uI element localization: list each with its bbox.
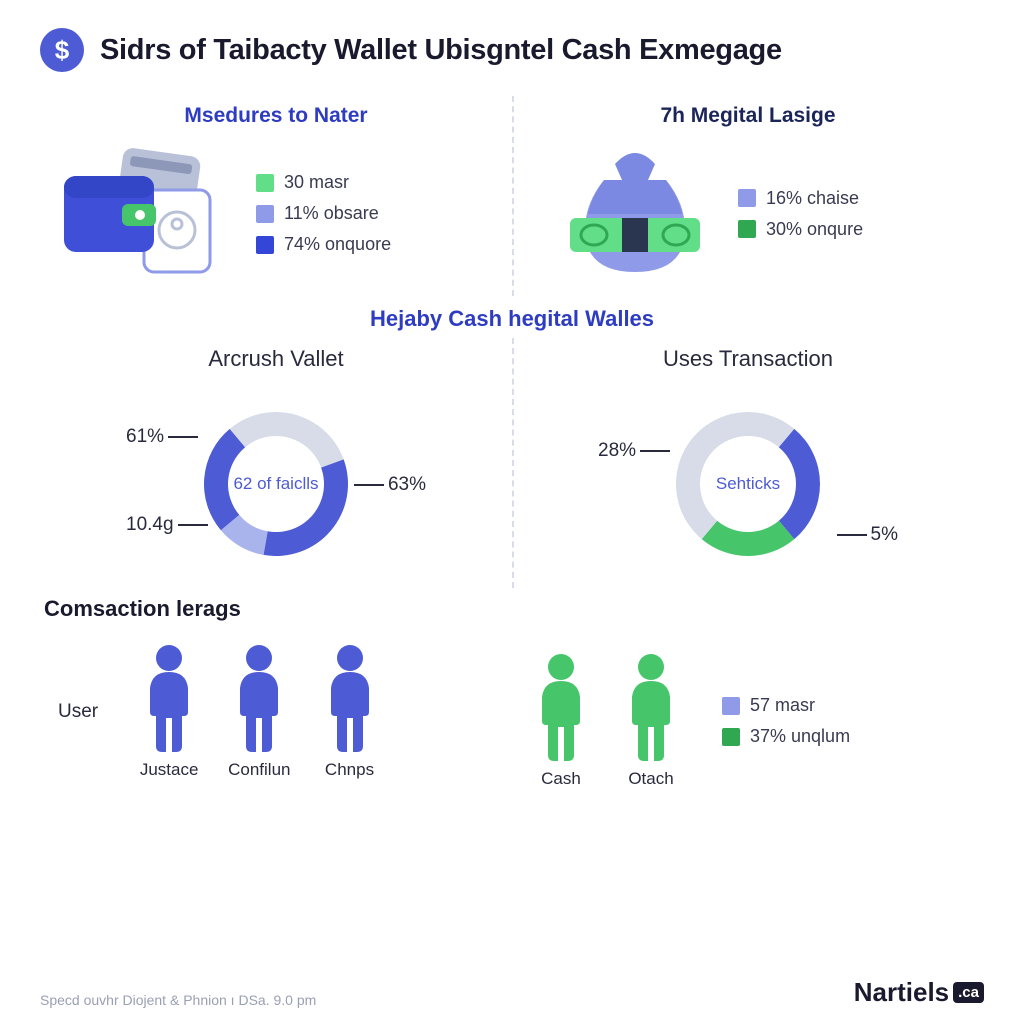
legend-label: 11% obsare — [284, 203, 379, 224]
person-figure: Confilun — [228, 644, 290, 780]
donut-right-chart: Sehticks 28% 5% — [598, 384, 898, 584]
legend-item: 30 masr — [256, 172, 391, 193]
person-label: Otach — [628, 769, 673, 789]
person-figure: Cash — [530, 653, 592, 789]
legend-label: 16% chaise — [766, 188, 859, 209]
user-label: User — [58, 701, 98, 723]
chart-callout: 28% — [598, 440, 670, 462]
chart-callout: 10.4g — [126, 514, 208, 536]
top-left-legend: 30 masr 11% obsare 74% onquore — [256, 172, 391, 255]
legend-label: 74% onquore — [284, 234, 391, 255]
donut-left-title: Arcrush Vallet — [208, 346, 343, 372]
vertical-divider-2 — [512, 338, 514, 588]
money-bag-icon — [560, 146, 710, 281]
legend-item: 16% chaise — [738, 188, 863, 209]
bottom-right-panel: Cash Otach 57 masr 37% unqlum — [512, 636, 984, 816]
donut-segment — [276, 412, 344, 468]
legend-item: 11% obsare — [256, 203, 391, 224]
chart-callout: 5% — [837, 524, 898, 546]
bottom-section: Comsaction lerags User JustaceConfilunCh… — [40, 596, 984, 816]
brand-logo: Nartiels.ca — [854, 977, 984, 1008]
dollar-icon: $ — [40, 28, 84, 72]
donut-right-title: Uses Transaction — [663, 346, 833, 372]
legend-swatch — [256, 236, 274, 254]
person-icon — [620, 653, 682, 763]
legend-item: 57 masr — [722, 695, 850, 716]
legend-item: 37% unqlum — [722, 726, 850, 747]
person-figure: Justace — [138, 644, 200, 780]
top-right-panel: 7h Megital Lasige 16% chaise 30% onqure — [512, 96, 984, 299]
person-figure: Chnps — [319, 644, 381, 780]
legend-swatch — [256, 174, 274, 192]
person-icon — [530, 653, 592, 763]
chart-callout: 63% — [354, 474, 426, 496]
donut-right-panel: Uses Transaction Sehticks 28% 5% — [512, 338, 984, 602]
top-left-panel: Msedures to Nater 30 masr — [40, 96, 512, 299]
legend-label: 57 masr — [750, 695, 815, 716]
top-right-legend: 16% chaise 30% onqure — [738, 188, 863, 240]
mid-grid: Hejaby Cash hegital Walles — [40, 296, 984, 338]
chart-callout: 61% — [126, 426, 198, 448]
bottom-right-legend: 57 masr 37% unqlum — [722, 695, 850, 747]
donut-left-panel: Arcrush Vallet 62 of faiclls 61% 10.4g 63% — [40, 338, 512, 602]
vertical-divider — [512, 96, 514, 296]
person-label: Cash — [541, 769, 581, 789]
brand-suffix: .ca — [953, 982, 984, 1003]
person-label: Confilun — [228, 760, 290, 780]
donut-left-center: 62 of faiclls — [231, 474, 321, 494]
person-label: Justace — [140, 760, 199, 780]
person-label: Chnps — [325, 760, 374, 780]
legend-label: 30 masr — [284, 172, 349, 193]
legend-item: 30% onqure — [738, 219, 863, 240]
top-right-heading: 7h Megital Lasige — [530, 104, 966, 128]
legend-swatch — [722, 697, 740, 715]
top-grid: Msedures to Nater 30 masr — [40, 96, 984, 296]
bottom-left-panel: User Justace Confilun Chnps — [40, 636, 512, 816]
person-icon — [138, 644, 200, 754]
header: $ Sidrs of Taibacty Wallet Ubisgntel Cas… — [40, 28, 984, 72]
legend-item: 74% onquore — [256, 234, 391, 255]
person-icon — [319, 644, 381, 754]
footer-text: Specd ouvhr Diojent & Phnion ı DSa. 9.0 … — [40, 992, 316, 1008]
top-left-heading: Msedures to Nater — [58, 104, 494, 128]
legend-label: 30% onqure — [766, 219, 863, 240]
legend-swatch — [722, 728, 740, 746]
person-icon — [228, 644, 290, 754]
legend-label: 37% unqlum — [750, 726, 850, 747]
donut-segment — [702, 521, 795, 556]
legend-swatch — [738, 220, 756, 238]
donut-left-chart: 62 of faiclls 61% 10.4g 63% — [126, 384, 426, 584]
person-figure: Otach — [620, 653, 682, 789]
mid-heading: Hejaby Cash hegital Walles — [40, 306, 984, 332]
brand-name: Nartiels — [854, 977, 949, 1008]
donut-grid: Arcrush Vallet 62 of faiclls 61% 10.4g 63%… — [40, 338, 984, 588]
page-title: Sidrs of Taibacty Wallet Ubisgntel Cash … — [100, 34, 782, 67]
legend-swatch — [738, 189, 756, 207]
donut-right-center: Sehticks — [703, 474, 793, 494]
legend-swatch — [256, 205, 274, 223]
wallet-cards-icon — [58, 146, 228, 281]
